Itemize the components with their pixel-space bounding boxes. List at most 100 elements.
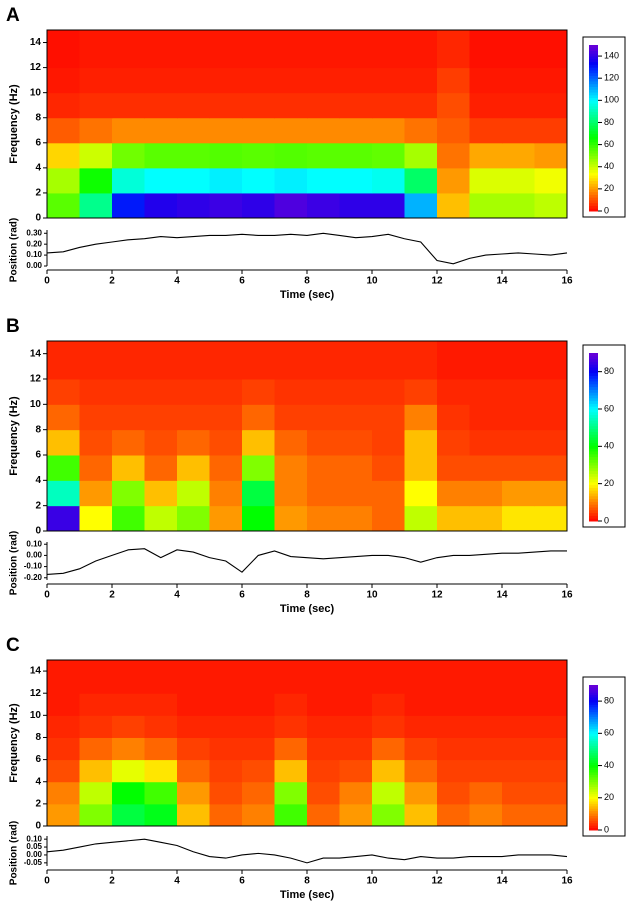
heatmap-cell xyxy=(79,781,113,805)
heatmap-cell xyxy=(404,737,438,761)
colorbar-step xyxy=(589,456,598,460)
colorbar-step xyxy=(589,750,598,754)
colorbar-step xyxy=(589,83,598,87)
y-tick-label: 10 xyxy=(30,87,42,98)
colorbar-tick-label: 80 xyxy=(604,117,614,127)
y-tick-label: 0.00 xyxy=(26,551,42,560)
colorbar-step xyxy=(589,414,598,418)
heatmap-cell xyxy=(404,341,438,380)
heatmap-cell xyxy=(307,404,340,431)
heatmap-cell xyxy=(242,429,275,456)
heatmap-cell xyxy=(47,341,80,380)
heatmap-cell xyxy=(144,167,178,194)
heatmap-cell xyxy=(242,379,275,405)
colorbar-step xyxy=(589,417,598,421)
plot-frame xyxy=(46,340,568,532)
heatmap-cell xyxy=(502,781,535,805)
y-axis-title: Frequency (Hz) xyxy=(8,396,20,476)
x-tick-label: 4 xyxy=(174,876,180,887)
heatmap-cell xyxy=(112,142,145,169)
y-tick-label: 4 xyxy=(35,163,41,174)
heatmap-cell xyxy=(372,429,405,456)
heatmap-cell xyxy=(242,92,275,119)
x-axis-title: Time (sec) xyxy=(280,889,335,901)
heatmap-cell xyxy=(242,455,275,481)
colorbar-step xyxy=(589,709,598,713)
heatmap-cell xyxy=(144,480,178,507)
heatmap-cell xyxy=(469,693,503,716)
heatmap-cell xyxy=(469,480,503,507)
colorbar-step xyxy=(589,694,598,698)
y-tick-label: 0.10 xyxy=(26,250,42,259)
heatmap-cell xyxy=(404,30,438,69)
heatmap-cell xyxy=(209,404,243,431)
colorbar-tick-label: 140 xyxy=(604,50,619,60)
heatmap-cell xyxy=(437,404,470,431)
colorbar-step xyxy=(589,125,598,129)
heatmap-cell xyxy=(437,660,470,694)
heatmap-cell xyxy=(502,759,535,783)
x-tick-label: 4 xyxy=(174,276,180,287)
colorbar-step xyxy=(589,397,598,402)
y-tick-label: 14 xyxy=(30,348,42,359)
colorbar-step xyxy=(589,697,598,700)
heatmap-cell xyxy=(79,404,113,431)
heatmap-cell xyxy=(534,117,568,144)
heatmap-cell xyxy=(274,480,308,507)
heatmap-cell xyxy=(144,92,178,119)
heatmap-cell xyxy=(209,781,243,805)
heatmap-cell xyxy=(209,693,243,716)
colorbar-step xyxy=(589,361,598,365)
heatmap-cell xyxy=(144,803,178,827)
x-tick-label: 16 xyxy=(561,590,573,601)
heatmap-cell xyxy=(469,92,503,119)
colorbar-tick-label: 20 xyxy=(604,183,614,193)
heatmap-cell xyxy=(339,404,373,431)
heatmap-cell xyxy=(437,192,470,219)
heatmap-cell xyxy=(112,67,145,94)
heatmap-cell xyxy=(274,67,308,94)
heatmap-cell xyxy=(274,660,308,694)
y-axis-title: Position (rad) xyxy=(9,218,20,282)
heatmap-cell xyxy=(47,759,80,783)
colorbar-step xyxy=(589,177,598,182)
colorbar-step xyxy=(589,437,598,441)
heatmap-cell xyxy=(144,341,178,380)
colorbar-step xyxy=(589,80,598,85)
y-tick-label: 6 xyxy=(35,450,41,461)
heatmap-cell xyxy=(372,660,405,694)
y-tick-label: 14 xyxy=(30,37,42,48)
heatmap-cell xyxy=(112,341,145,380)
heatmap-cell xyxy=(79,715,113,738)
colorbar-step xyxy=(589,490,598,494)
heatmap-cell xyxy=(469,117,503,144)
heatmap-cell xyxy=(209,117,243,144)
heatmap-cell xyxy=(47,715,80,738)
heatmap-cell xyxy=(209,759,243,783)
heatmap-cell xyxy=(209,737,243,761)
heatmap-cell xyxy=(112,781,145,805)
colorbar-step xyxy=(589,186,598,190)
colorbar-step xyxy=(589,105,598,110)
heatmap-cell xyxy=(502,30,535,69)
x-axis-title: Time (sec) xyxy=(280,289,335,301)
heatmap-cell xyxy=(209,455,243,481)
colorbar-step xyxy=(589,119,598,123)
heatmap-cell xyxy=(307,429,340,456)
heatmap-cell xyxy=(274,341,308,380)
heatmap-cell xyxy=(47,92,80,119)
heatmap-cell xyxy=(112,803,145,827)
colorbar-step xyxy=(589,752,598,756)
colorbar-tick-label: 60 xyxy=(604,139,614,149)
heatmap-cell xyxy=(209,142,243,169)
colorbar-step xyxy=(589,825,598,829)
colorbar-step xyxy=(589,774,598,778)
colorbar-step xyxy=(589,428,598,432)
heatmap-cell xyxy=(502,67,535,94)
heatmap-cell xyxy=(79,379,113,405)
colorbar-step xyxy=(589,733,598,737)
heatmap-cell xyxy=(372,142,405,169)
heatmap-cell xyxy=(177,142,210,169)
heatmap-cell xyxy=(242,30,275,69)
colorbar-step xyxy=(589,767,598,771)
